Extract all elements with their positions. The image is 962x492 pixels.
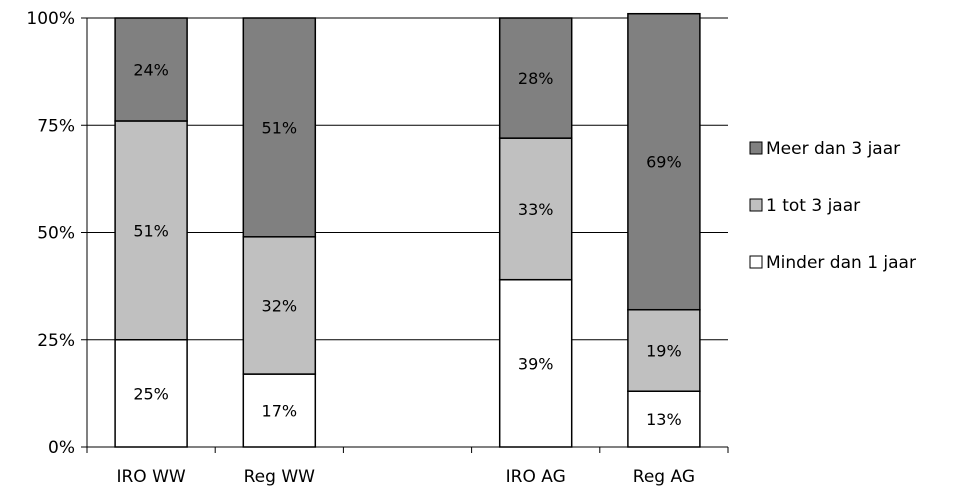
gridlines bbox=[87, 17, 728, 341]
axes bbox=[81, 17, 729, 453]
bar-segment bbox=[242, 17, 317, 238]
x-tick-labels: IRO WW Reg WW IRO AG Reg AG bbox=[116, 467, 695, 487]
legend: Meer dan 3 jaar 1 tot 3 jaar Minder dan 1 … bbox=[749, 139, 916, 273]
x-tick-label: IRO AG bbox=[506, 467, 566, 487]
y-tick-labels: 0% 25% 50% 75% 100% bbox=[26, 9, 75, 458]
x-tick-label: IRO WW bbox=[116, 467, 185, 487]
y-tick-label: 75% bbox=[37, 116, 75, 136]
data-label: 51% bbox=[262, 118, 298, 137]
data-label: 32% bbox=[262, 296, 298, 315]
x-tick-label: Reg AG bbox=[633, 467, 695, 487]
y-tick-label: 50% bbox=[37, 224, 75, 244]
bar-segment bbox=[498, 17, 573, 139]
bar-segment bbox=[114, 17, 188, 122]
x-tick-label: Reg WW bbox=[244, 467, 316, 487]
data-label: 69% bbox=[646, 153, 682, 172]
legend-label: Meer dan 3 jaar bbox=[766, 139, 900, 159]
legend-swatch bbox=[749, 198, 763, 212]
data-label: 25% bbox=[133, 384, 169, 403]
bar-segment bbox=[114, 120, 188, 341]
data-label: 24% bbox=[133, 60, 169, 79]
legend-swatch bbox=[749, 141, 763, 155]
y-tick-label: 100% bbox=[26, 9, 75, 29]
bar-segment bbox=[627, 308, 701, 392]
legend-label: Minder dan 1 jaar bbox=[766, 253, 916, 273]
legend-swatch bbox=[749, 255, 763, 269]
data-label: 19% bbox=[646, 341, 682, 360]
legend-label: 1 tot 3 jaar bbox=[766, 196, 860, 216]
bar-segment bbox=[242, 373, 317, 448]
data-label: 28% bbox=[518, 69, 554, 88]
data-label: 51% bbox=[133, 221, 169, 240]
data-labels: 25% 51% 24% 17% 32% 51% 39% 33% 28% 13% 19% 69% bbox=[133, 60, 681, 429]
data-label: 39% bbox=[518, 354, 554, 373]
y-tick-label: 0% bbox=[48, 438, 75, 458]
bar-segment bbox=[114, 339, 188, 448]
data-label: 13% bbox=[646, 410, 682, 429]
bar-segment bbox=[498, 137, 573, 281]
data-label: 17% bbox=[262, 402, 298, 421]
bar-segment bbox=[498, 278, 573, 448]
y-tick-label: 25% bbox=[37, 331, 75, 351]
bar-segment bbox=[627, 12, 701, 311]
data-label: 33% bbox=[518, 200, 554, 219]
bars bbox=[114, 12, 701, 448]
bar-segment bbox=[242, 236, 317, 375]
